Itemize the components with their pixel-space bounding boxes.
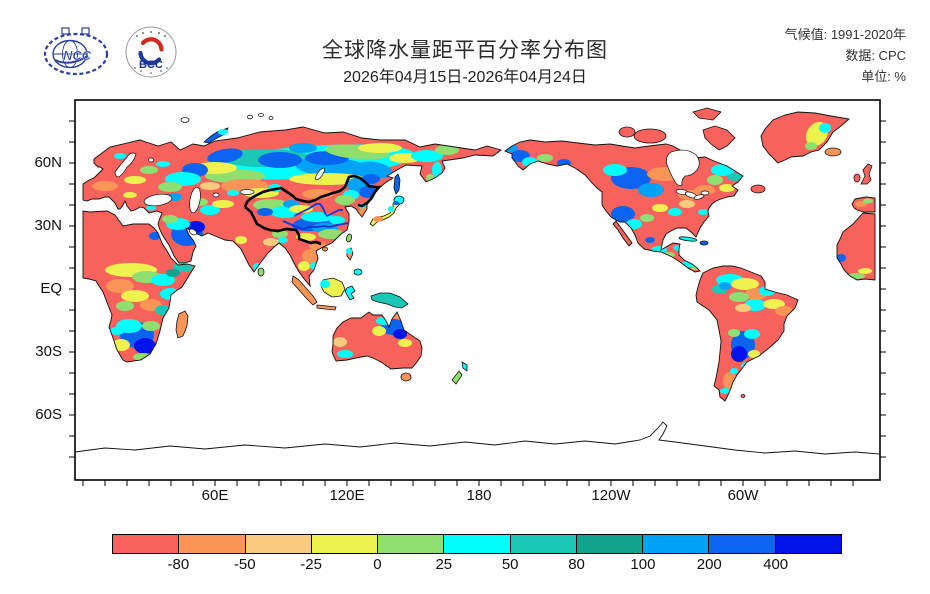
yangtze-river — [282, 220, 350, 230]
meta-line: 气候值: 1991-2020年 — [784, 27, 906, 42]
y-axis-label: 60N — [34, 154, 62, 171]
axis-ticks — [69, 120, 886, 486]
legend-boundary-label: 25 — [435, 556, 453, 573]
y-axis-label: 30S — [35, 343, 62, 360]
meta-line: 单位: % — [861, 69, 906, 84]
land-baja — [613, 221, 632, 246]
legend-color-cell — [775, 535, 841, 553]
agency-logos: NCC BCC — [40, 24, 180, 82]
bcc-logo: BCC — [125, 26, 177, 78]
legend-color-cell — [378, 535, 445, 553]
legend-boundary-label: -25 — [300, 556, 322, 573]
world-map — [69, 99, 886, 486]
legend-color-cell — [510, 535, 577, 553]
y-axis-label: EQ — [40, 280, 62, 297]
legend-color-cell — [311, 535, 379, 553]
legend-boundary-label: 0 — [373, 556, 382, 573]
china-border-north — [243, 174, 382, 208]
x-axis-label: 60W — [727, 487, 759, 504]
date-range-subtitle: 2026年04月15日-2026年04月24日 — [343, 69, 587, 86]
meta-line: 数据: CPC — [845, 48, 906, 63]
x-axis-label: 120E — [329, 487, 365, 504]
lakes-inland-seas — [114, 149, 710, 236]
legend-color-cell — [709, 535, 776, 553]
islands — [175, 107, 873, 398]
x-axis-label: 60E — [201, 487, 229, 504]
ncc-logo-text: NCC — [63, 48, 92, 63]
bcc-logo-text: BCC — [139, 59, 163, 71]
land-africaL — [83, 211, 195, 362]
ncc-logo: NCC — [43, 27, 109, 76]
y-axis-label: 60S — [35, 406, 62, 423]
china-border-and-rivers — [243, 174, 382, 246]
anomaly-patches — [92, 121, 873, 394]
x-axis-label: 180 — [466, 487, 492, 504]
x-axis-label: 120W — [591, 487, 631, 504]
legend-color-cell — [245, 535, 312, 553]
legend-boundary-label: 200 — [696, 556, 722, 573]
color-scale-legend — [112, 534, 842, 554]
bcc-ring-text-dots — [134, 31, 168, 74]
legend-color-cell — [643, 535, 710, 553]
legend-color-cell — [444, 535, 511, 553]
page-title: 全球降水量距平百分率分布图 — [322, 39, 608, 62]
china-border-south — [244, 206, 322, 246]
legend-boundary-label: -50 — [233, 556, 256, 573]
legend-boundary-label: -80 — [167, 556, 190, 573]
antarctica-outline — [74, 421, 881, 481]
meta-info-block: 气候值: 1991-2020年数据: CPC 单位: % — [785, 24, 906, 87]
legend-color-cell — [179, 535, 246, 553]
map-frame — [74, 99, 881, 481]
yellow-river — [293, 203, 343, 218]
legend-boundary-label: 50 — [501, 556, 519, 573]
legend-color-cell — [113, 535, 180, 553]
map-area — [69, 99, 886, 486]
legend-boundary-label: 400 — [763, 556, 789, 573]
legend-boundary-label: 100 — [630, 556, 656, 573]
legend-boundary-label: 80 — [568, 556, 585, 573]
y-axis-label: 30N — [34, 217, 62, 234]
legend-color-cell — [576, 535, 644, 553]
